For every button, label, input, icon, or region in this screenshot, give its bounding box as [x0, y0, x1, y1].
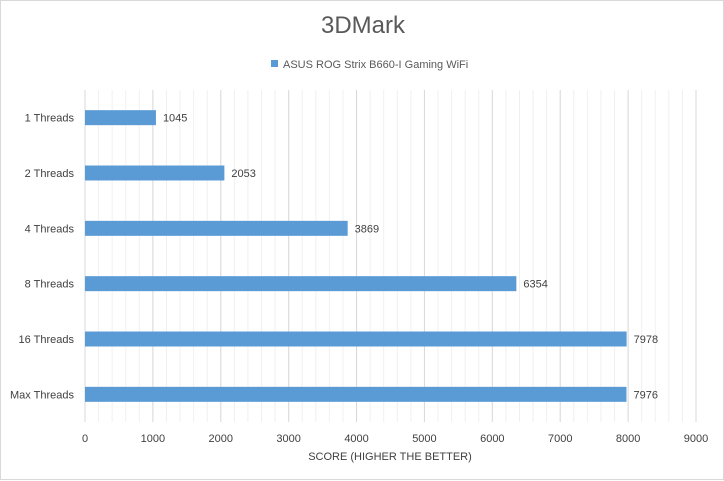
data-label: 6354 [523, 279, 547, 291]
legend: ASUS ROG Strix B660-I Gaming WiFi [271, 59, 468, 71]
legend-entry: ASUS ROG Strix B660-I Gaming WiFi [283, 59, 468, 71]
x-tick-label: 3000 [276, 433, 300, 445]
bar [85, 276, 517, 292]
x-tick-label: 6000 [480, 433, 504, 445]
data-label: 7978 [634, 334, 658, 346]
x-tick-label: 8000 [616, 433, 640, 445]
category-label: 2 Threads [25, 168, 75, 180]
x-tick-label: 0 [82, 433, 88, 445]
data-label: 1045 [163, 113, 187, 125]
category-labels: 1 Threads 2 Threads 4 Threads 8 Threads 16 T… [10, 113, 75, 402]
x-tick-label: 2000 [209, 433, 233, 445]
data-label: 2053 [231, 168, 255, 180]
x-tick-label: 7000 [548, 433, 572, 445]
x-tick-labels: 0 1000 2000 3000 4000 5000 6000 7000 8000 9000 [82, 433, 708, 445]
gridlines [84, 90, 697, 422]
data-label: 3869 [355, 223, 379, 235]
chart-title: 3DMark [321, 12, 406, 39]
category-label: 4 Threads [25, 223, 75, 235]
bar [85, 220, 348, 236]
legend-swatch [271, 60, 278, 67]
x-tick-label: 4000 [344, 433, 368, 445]
bar [85, 110, 156, 126]
x-tick-label: 9000 [684, 433, 708, 445]
x-tick-label: 5000 [412, 433, 436, 445]
data-label: 7976 [633, 389, 657, 401]
category-label: 16 Threads [19, 334, 75, 346]
bar [85, 331, 627, 347]
category-label: 8 Threads [25, 279, 75, 291]
category-label: 1 Threads [25, 113, 75, 125]
bar [85, 386, 627, 402]
bar [85, 165, 225, 181]
data-labels: 1045 2053 3869 6354 7978 7976 [163, 113, 658, 402]
category-label: Max Threads [10, 389, 74, 401]
bars [85, 110, 627, 402]
x-axis-title: SCORE (HIGHER THE BETTER) [308, 451, 472, 463]
x-tick-label: 1000 [141, 433, 165, 445]
